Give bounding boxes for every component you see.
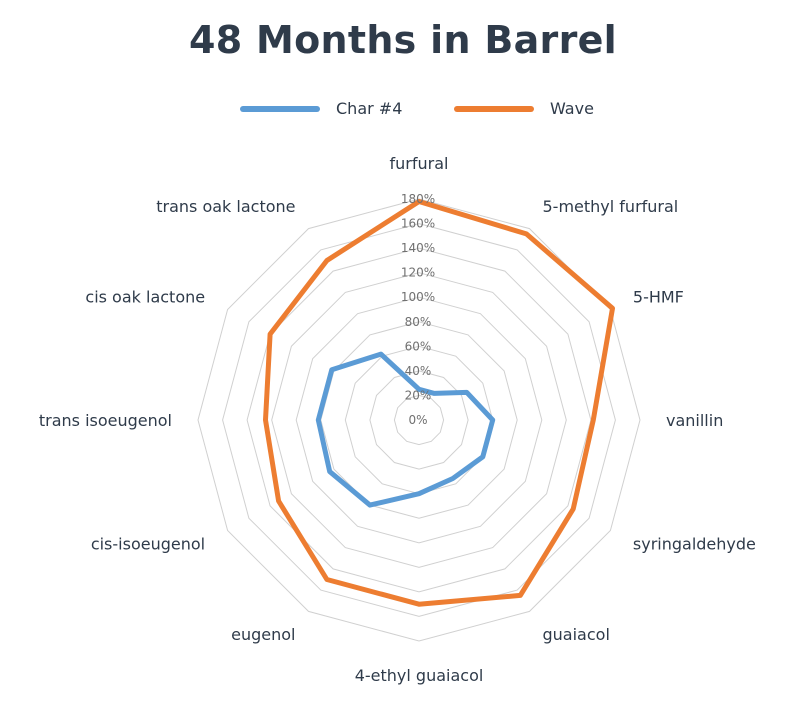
chart-legend: Char #4 Wave (0, 98, 806, 122)
grid-ring (222, 223, 616, 617)
axis-label: 5-methyl furfural (543, 197, 679, 216)
radar-axis-labels: furfural 5-methyl furfural 5-HMF vanillin sy… (39, 154, 756, 685)
axis-label: cis-isoeugenol (91, 535, 205, 554)
tick-label: 180% (401, 192, 435, 206)
grid-ring (393, 394, 445, 446)
tick-label: 140% (401, 241, 435, 255)
radar-series (263, 199, 615, 607)
axis-label: trans isoeugenol (39, 411, 172, 430)
tick-label: 120% (401, 266, 435, 280)
grid-ring (369, 370, 469, 470)
axis-label: guaiacol (543, 625, 610, 644)
tick-label: 20% (405, 388, 432, 402)
series-line (315, 351, 496, 508)
series-line (263, 199, 615, 607)
tick-label: 160% (401, 217, 435, 231)
axis-label: eugenol (231, 625, 295, 644)
chart-title: 48 Months in Barrel (188, 18, 618, 62)
tick-label: 100% (401, 290, 435, 304)
axis-label: 5-HMF (633, 288, 684, 307)
axis-label: syringaldehyde (633, 535, 756, 554)
tick-label: 80% (405, 315, 432, 329)
grid-ring (295, 296, 543, 544)
radar-tick-labels: 0% 20% 40% 60% 80% 100% 120% 140% 160% 180% (401, 192, 435, 427)
axis-label: 4-ethyl guaiacol (355, 666, 484, 685)
legend-swatch-wave (454, 106, 534, 112)
axis-label: vanillin (666, 411, 723, 430)
tick-label: 40% (405, 364, 432, 378)
tick-label: 0% (408, 413, 427, 427)
axis-label: furfural (390, 154, 449, 173)
axis-label: trans oak lactone (156, 197, 295, 216)
legend-label-wave: Wave (550, 99, 594, 118)
grid-ring (271, 272, 567, 568)
legend-swatch-char4 (240, 106, 320, 112)
axis-label: cis oak lactone (85, 288, 205, 307)
legend-label-char4: Char #4 (336, 99, 403, 118)
tick-label: 60% (405, 339, 432, 353)
